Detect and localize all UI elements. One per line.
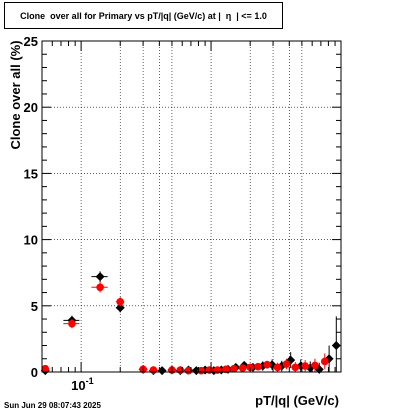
y-tick-label: 5: [31, 299, 38, 314]
data-point: [184, 366, 193, 375]
series-layer: [40, 271, 341, 376]
data-point: [238, 364, 247, 372]
data-point: [116, 298, 125, 306]
y-axis-title: Clone over all (%): [8, 40, 23, 149]
series-1: [41, 281, 329, 375]
data-point: [273, 363, 282, 372]
data-point: [230, 364, 238, 373]
x-axis-title: pT/|q| (GeV/c): [255, 393, 339, 408]
data-point: [96, 283, 104, 292]
data-point: [41, 364, 50, 373]
data-point: [320, 357, 329, 366]
data-point: [311, 361, 319, 370]
y-tick-label: 20: [24, 100, 38, 115]
data-point: [157, 366, 167, 376]
timestamp: Sun Jun 29 08:07:43 2025: [4, 401, 101, 410]
data-point: [282, 360, 291, 368]
data-point: [222, 365, 230, 374]
y-tick-label: 10: [24, 233, 38, 248]
chart-title: Clone over all for Primary vs pT/|q| (Ge…: [20, 10, 267, 21]
data-point: [115, 303, 125, 313]
y-tick-label: 15: [24, 166, 38, 181]
data-point: [291, 363, 300, 372]
y-tick-label: 25: [24, 34, 38, 49]
data-point: [68, 319, 76, 328]
data-point: [254, 362, 262, 371]
data-point: [197, 366, 206, 375]
data-point: [213, 366, 222, 374]
data-point: [301, 362, 309, 370]
data-point: [95, 272, 105, 282]
data-point: [149, 366, 158, 374]
y-tick-label: 0: [31, 365, 38, 380]
plot-frame: [41, 40, 342, 373]
data-point: [205, 366, 214, 374]
data-point: [263, 360, 271, 369]
grid-lines: [42, 41, 341, 372]
x-tick-label: 10-1: [71, 376, 93, 393]
series-0: [40, 271, 341, 376]
data-point: [176, 366, 185, 374]
chart-title-box: Clone over all for Primary vs pT/|q| (Ge…: [4, 2, 283, 29]
axes: 0 5 10 15 20 25 10-1: [24, 34, 342, 393]
